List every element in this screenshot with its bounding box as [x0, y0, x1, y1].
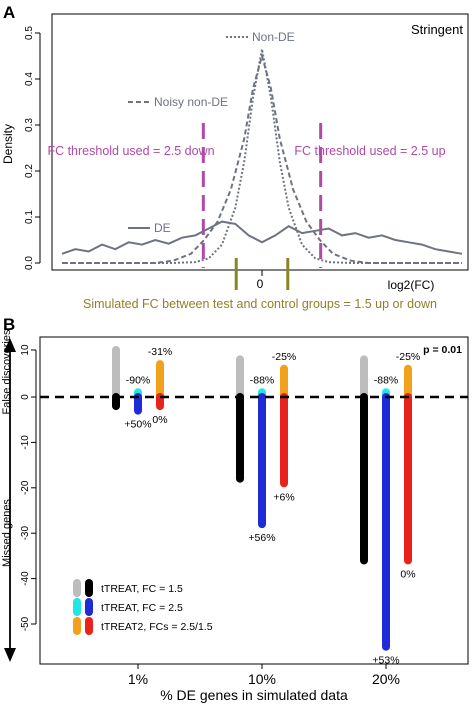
legend-label: tTREAT2, FCs = 2.5/1.5	[101, 621, 213, 633]
panel-a-y-tick-label: 0.3	[24, 118, 35, 132]
panel-b-y-tick-label: 0	[20, 394, 31, 400]
simulated-fc-label: Simulated FC between test and control gr…	[83, 297, 437, 311]
annotation-fd-ttreat-fc25: -90%	[126, 374, 151, 386]
annotation-fd-ttreat2: -25%	[396, 351, 421, 363]
legend-non-de: Non-DE	[226, 30, 295, 44]
panel-b-annotations: -90%-31%+50% 0%-88%-25%+56%+6%-88%-25%+53…	[124, 346, 420, 667]
annotation-fd-ttreat-fc25: -88%	[250, 374, 275, 386]
threshold-label-right: FC threshold used = 2.5 up	[294, 144, 445, 158]
panel-b: B p = 0.01 10 0 -10 -20 -30 -40 -50 False disc…	[1, 315, 469, 703]
panel-b-y-tick-label: -10	[20, 435, 31, 450]
panel-b-y-tick-label: 10	[20, 344, 31, 356]
panel-letter-b: B	[3, 315, 15, 334]
density-curves	[61, 48, 463, 264]
annotation-fd-ttreat-fc25: -88%	[374, 374, 399, 386]
density-curve-de	[61, 220, 463, 255]
panel-b-frame	[39, 336, 469, 665]
panel-b-x-tick-label: 10%	[248, 671, 276, 687]
panel-b-x-tick-label: 1%	[128, 671, 148, 687]
annotation-mg-ttreat-fc25: +50%	[124, 419, 151, 431]
legend-non-de-label: Non-DE	[252, 30, 295, 44]
legend-de-label: DE	[154, 221, 171, 235]
annotation-mg-ttreat-fc25: +53%	[372, 655, 399, 667]
panel-b-x-ticks: 1% 10% 20%	[128, 664, 400, 687]
legend-label: tTREAT, FC = 1.5	[101, 583, 183, 595]
panel-b-y-axis: 10 0 -10 -20 -30 -40 -50	[20, 344, 37, 631]
annotation-fd-ttreat2: -31%	[148, 346, 173, 358]
y-label-false-discoveries: False discoveries	[1, 329, 13, 414]
panel-b-y-arrow	[4, 338, 16, 662]
panel-a-y-tick-label: 0.2	[24, 164, 35, 178]
panel-a-y-label: Density	[1, 124, 15, 164]
panel-a-corner-label: Stringent	[411, 22, 463, 37]
legend-noisy-label: Noisy non-DE	[154, 95, 228, 109]
annotation-fd-ttreat2: -25%	[272, 351, 297, 363]
panel-a-x-tick-0: 0	[257, 277, 264, 291]
panel-b-y-tick-label: -30	[20, 526, 31, 541]
panel-a-y-tick-label: 0.0	[24, 256, 35, 270]
panel-a-y-axis: 0.0 0.1 0.2 0.3 0.4 0.5	[24, 26, 41, 270]
annotation-mg-ttreat2: 0%	[400, 568, 415, 580]
legend-de: DE	[128, 221, 171, 235]
threshold-label-left: FC threshold used = 2.5 down	[47, 144, 214, 158]
panel-b-legend: tTREAT, FC = 1.5 tTREAT, FC = 2.5 tTREAT2,…	[73, 579, 213, 635]
annotation-mg-ttreat-fc25: +56%	[248, 532, 275, 544]
threshold-lines	[201, 123, 323, 268]
panel-b-y-tick-label: -50	[20, 616, 31, 631]
panel-a-y-tick-label: 0.1	[24, 210, 35, 224]
panel-letter-a: A	[3, 3, 15, 22]
panel-b-x-label: % DE genes in simulated data	[160, 687, 348, 703]
y-label-missed-genes: Missed genes	[1, 499, 13, 567]
panel-b-bars	[112, 346, 412, 651]
legend-noisy-non-de: Noisy non-DE	[128, 95, 228, 109]
annotation-mg-ttreat2: +6%	[273, 491, 294, 503]
density-curve-noisy-non-de	[62, 52, 462, 264]
p-value-label: p = 0.01	[423, 344, 462, 356]
panel-a-y-tick-label: 0.5	[24, 26, 35, 40]
panel-b-x-tick-label: 20%	[372, 671, 400, 687]
annotation-mg-ttreat2: 0%	[152, 414, 167, 426]
panel-a-x-label: log2(FC)	[388, 278, 435, 292]
panel-a-y-tick-label: 0.4	[24, 72, 35, 86]
panel-b-y-tick-label: -20	[20, 480, 31, 495]
panel-a-frame	[51, 13, 469, 271]
panel-b-y-tick-label: -40	[20, 571, 31, 586]
simulated-fc-markers	[234, 258, 290, 290]
legend-label: tTREAT, FC = 2.5	[101, 602, 183, 614]
panel-a: A Stringent 0.0 0.1 0.2 0.3 0.4 0.5 Density F…	[1, 3, 469, 311]
